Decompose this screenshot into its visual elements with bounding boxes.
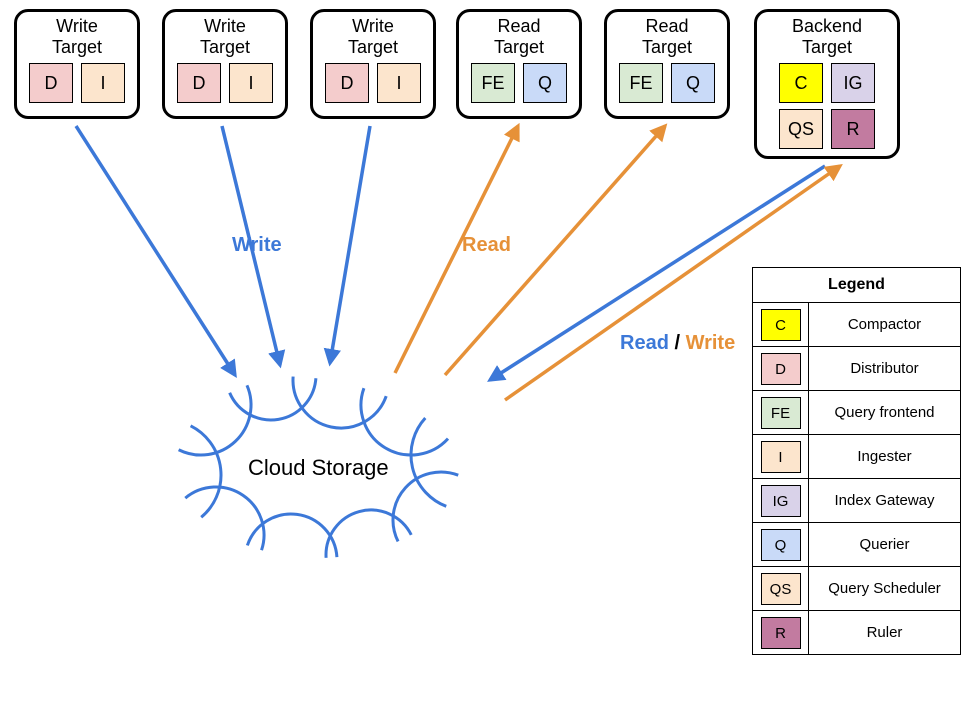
- legend-swatch-cell: FE: [753, 391, 809, 435]
- legend-row: QSQuery Scheduler: [753, 567, 961, 611]
- legend-row: FEQuery frontend: [753, 391, 961, 435]
- chip-fe: FE: [471, 63, 515, 103]
- legend-row: IGIndex Gateway: [753, 479, 961, 523]
- legend-swatch-cell: C: [753, 303, 809, 347]
- legend-label: Querier: [809, 523, 961, 567]
- target-title: ReadTarget: [607, 12, 727, 57]
- legend-row: IIngester: [753, 435, 961, 479]
- legend-table: Legend CCompactorDDistributorFEQuery fro…: [752, 267, 961, 655]
- chip-container: FEQ: [607, 57, 727, 111]
- legend-swatch-r: R: [761, 617, 801, 649]
- legend-label: Ingester: [809, 435, 961, 479]
- legend-label: Index Gateway: [809, 479, 961, 523]
- legend-title: Legend: [753, 268, 961, 303]
- chip-q: Q: [523, 63, 567, 103]
- legend-swatch-cell: R: [753, 611, 809, 655]
- target-wt3: WriteTargetDI: [310, 9, 436, 119]
- legend-swatch-cell: I: [753, 435, 809, 479]
- flow-arrow: [76, 126, 235, 375]
- legend-swatch-ig: IG: [761, 485, 801, 517]
- legend-swatch-c: C: [761, 309, 801, 341]
- legend-row: QQuerier: [753, 523, 961, 567]
- legend-swatch-cell: QS: [753, 567, 809, 611]
- legend-row: RRuler: [753, 611, 961, 655]
- target-bt: BackendTargetCIGQSR: [754, 9, 900, 159]
- legend-swatch-d: D: [761, 353, 801, 385]
- target-title: ReadTarget: [459, 12, 579, 57]
- chip-container: CIGQSR: [757, 57, 897, 157]
- chip-d: D: [177, 63, 221, 103]
- target-title: WriteTarget: [165, 12, 285, 57]
- chip-ig: IG: [831, 63, 875, 103]
- legend-row: CCompactor: [753, 303, 961, 347]
- readwrite-read: Read: [620, 332, 669, 354]
- legend-swatch-q: Q: [761, 529, 801, 561]
- legend-swatch-cell: Q: [753, 523, 809, 567]
- legend-row: DDistributor: [753, 347, 961, 391]
- target-title: BackendTarget: [757, 12, 897, 57]
- chip-container: DI: [165, 57, 285, 111]
- chip-container: DI: [17, 57, 137, 111]
- legend-label: Query frontend: [809, 391, 961, 435]
- read-label: Read: [462, 234, 511, 257]
- target-title: WriteTarget: [313, 12, 433, 57]
- chip-i: I: [377, 63, 421, 103]
- chip-r: R: [831, 109, 875, 149]
- chip-d: D: [29, 63, 73, 103]
- target-title: WriteTarget: [17, 12, 137, 57]
- cloud-storage-label: Cloud Storage: [248, 455, 389, 481]
- chip-c: C: [779, 63, 823, 103]
- target-wt2: WriteTargetDI: [162, 9, 288, 119]
- chip-i: I: [81, 63, 125, 103]
- chip-q: Q: [671, 63, 715, 103]
- legend-label: Distributor: [809, 347, 961, 391]
- legend-label: Query Scheduler: [809, 567, 961, 611]
- chip-i: I: [229, 63, 273, 103]
- target-rt2: ReadTargetFEQ: [604, 9, 730, 119]
- target-wt1: WriteTargetDI: [14, 9, 140, 119]
- chip-fe: FE: [619, 63, 663, 103]
- write-label: Write: [232, 234, 282, 257]
- legend-swatch-fe: FE: [761, 397, 801, 429]
- legend-swatch-cell: IG: [753, 479, 809, 523]
- readwrite-slash: /: [669, 332, 686, 354]
- target-rt1: ReadTargetFEQ: [456, 9, 582, 119]
- legend-label: Ruler: [809, 611, 961, 655]
- legend-swatch-cell: D: [753, 347, 809, 391]
- readwrite-write: Write: [686, 332, 736, 354]
- legend-swatch-i: I: [761, 441, 801, 473]
- legend-swatch-qs: QS: [761, 573, 801, 605]
- chip-d: D: [325, 63, 369, 103]
- readwrite-label: Read / Write: [620, 332, 735, 355]
- chip-container: FEQ: [459, 57, 579, 111]
- flow-arrow: [330, 126, 370, 363]
- legend-label: Compactor: [809, 303, 961, 347]
- chip-container: DI: [313, 57, 433, 111]
- chip-qs: QS: [779, 109, 823, 149]
